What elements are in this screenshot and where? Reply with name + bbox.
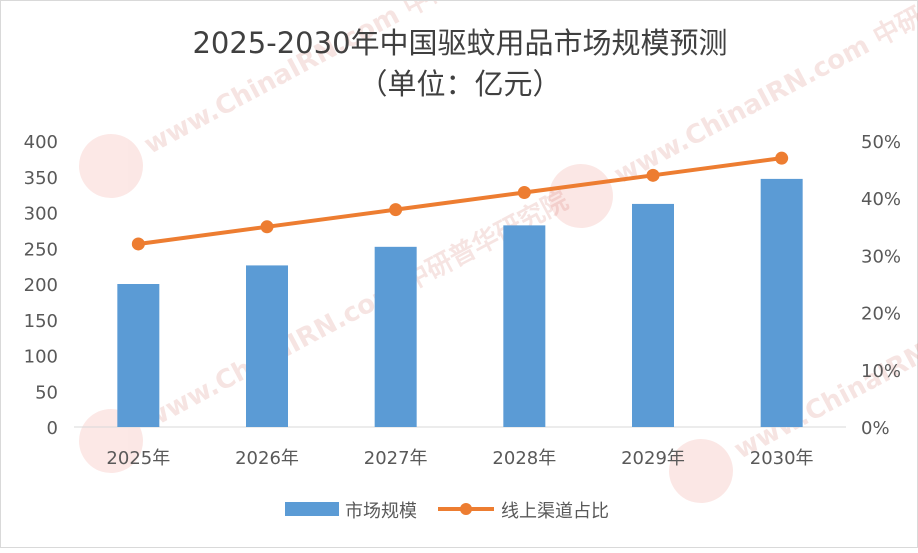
left-axis: 0 50 100 150 200 250 300 350 400	[24, 132, 58, 439]
left-axis-tick-label: 100	[24, 347, 58, 368]
legend-label-bar: 市场规模	[345, 501, 417, 522]
left-axis-tick-label: 50	[35, 382, 58, 403]
left-axis-tick-label: 350	[24, 168, 58, 189]
right-axis-tick-label: 0%	[861, 418, 890, 439]
left-axis-tick-label: 300	[24, 204, 58, 225]
line-point	[517, 185, 531, 199]
watermark-logo-icon	[669, 439, 733, 503]
line-point	[646, 168, 660, 182]
watermark-logo-icon	[79, 134, 143, 198]
x-axis-tick-label: 2026年	[235, 448, 299, 469]
bar	[503, 225, 546, 427]
bar	[246, 265, 288, 427]
right-axis-tick-label: 50%	[861, 132, 901, 153]
bar	[760, 178, 803, 427]
legend: 市场规模 线上渠道占比	[285, 501, 609, 522]
x-axis: 2025年 2026年 2027年 2028年 2029年 2030年	[106, 448, 813, 469]
line-series	[131, 151, 789, 251]
left-axis-tick-label: 150	[24, 311, 58, 332]
right-axis-tick-label: 10%	[861, 361, 901, 382]
x-axis-tick-label: 2025年	[106, 448, 170, 469]
left-axis-tick-label: 400	[24, 132, 58, 153]
left-axis-tick-label: 0	[47, 418, 58, 439]
x-axis-tick-label: 2028年	[492, 448, 556, 469]
bar	[374, 246, 417, 427]
bar-series	[117, 178, 803, 427]
legend-swatch-marker	[460, 503, 472, 515]
right-axis: 0% 10% 20% 30% 40% 50%	[861, 132, 901, 439]
chart-title: 2025-2030年中国驱蚊用品市场规模预测	[192, 26, 727, 60]
bar	[117, 284, 160, 427]
series-line	[138, 156, 782, 246]
right-axis-tick-label: 20%	[861, 304, 901, 325]
right-axis-tick-label: 30%	[861, 246, 901, 267]
line-point	[131, 237, 145, 251]
x-axis-tick-label: 2030年	[750, 448, 814, 469]
left-axis-tick-label: 250	[24, 239, 58, 260]
left-axis-tick-label: 200	[24, 275, 58, 296]
chart-subtitle: （单位：亿元）	[358, 67, 561, 101]
legend-label-line: 线上渠道占比	[501, 501, 609, 522]
x-axis-tick-label: 2027年	[364, 448, 428, 469]
line-point	[260, 220, 274, 234]
legend-swatch-bar	[285, 502, 339, 516]
line-point	[775, 151, 789, 165]
right-axis-tick-label: 40%	[861, 189, 901, 210]
bar	[632, 203, 674, 427]
line-point	[389, 203, 403, 217]
watermark-logo-icon	[549, 164, 613, 228]
x-axis-tick-label: 2029年	[621, 448, 685, 469]
